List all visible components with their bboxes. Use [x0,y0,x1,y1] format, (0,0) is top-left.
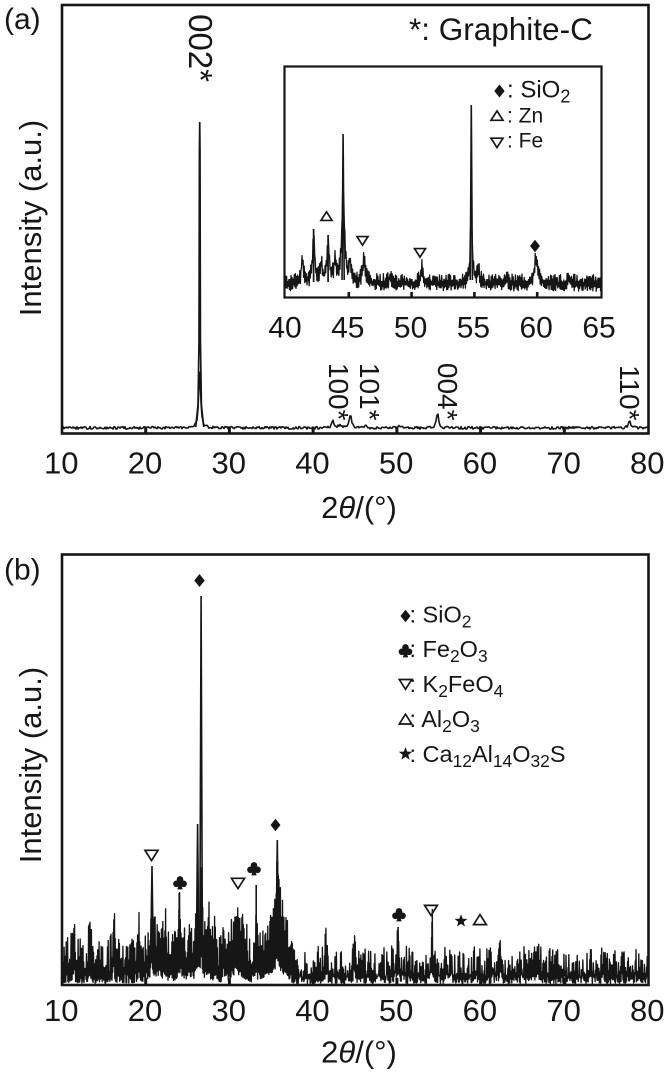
svg-text:20: 20 [128,993,162,1028]
svg-text:55: 55 [457,312,490,345]
svg-text:110*: 110* [614,365,645,421]
svg-text:: SiO2​: : SiO2​ [410,602,472,632]
svg-text:40: 40 [268,312,301,345]
svg-text:10: 10 [44,993,78,1028]
svg-text:80: 80 [630,993,664,1028]
svg-text:2θ/(°): 2θ/(°) [321,490,397,525]
svg-text:40: 40 [295,993,329,1028]
svg-text:101*: 101* [354,363,385,421]
svg-text:70: 70 [546,446,580,481]
svg-text:: Al2​O3​: : Al2​O3​ [410,706,480,736]
svg-text:: Ca12​Al14​O32​S: : Ca12​Al14​O32​S [410,741,566,771]
svg-text:: SiO2: : SiO2 [507,77,570,107]
svg-text:: Zn: : Zn [507,105,543,128]
svg-text:: K2​FeO4​: : K2​FeO4​ [410,671,504,701]
svg-text:*: Graphite-C: *: Graphite-C [409,11,593,47]
svg-text:002*: 002* [182,14,219,82]
svg-text:30: 30 [211,993,245,1028]
svg-text:(b): (b) [4,554,41,587]
svg-text:Intensity (a.u.): Intensity (a.u.) [13,667,48,863]
svg-text:45: 45 [331,312,364,345]
svg-text:50: 50 [379,993,413,1028]
svg-text:: Fe2​O3​: : Fe2​O3​ [410,636,488,666]
svg-text:100*: 100* [323,363,354,421]
svg-text:50: 50 [379,446,413,481]
svg-text:60: 60 [463,993,497,1028]
svg-text:30: 30 [211,446,245,481]
svg-text:80: 80 [630,446,664,481]
svg-text:70: 70 [546,993,580,1028]
svg-text:(a): (a) [4,3,41,36]
svg-text:60: 60 [463,446,497,481]
svg-text:65: 65 [582,312,615,345]
svg-text:20: 20 [128,446,162,481]
svg-text:Intensity (a.u.): Intensity (a.u.) [13,120,48,316]
svg-text:60: 60 [520,312,553,345]
svg-text:004*: 004* [432,363,463,421]
svg-text:50: 50 [394,312,427,345]
svg-text:10: 10 [44,446,78,481]
svg-text:2θ/(°): 2θ/(°) [321,1035,397,1070]
svg-text:40: 40 [295,446,329,481]
svg-text:: Fe: : Fe [507,130,543,153]
